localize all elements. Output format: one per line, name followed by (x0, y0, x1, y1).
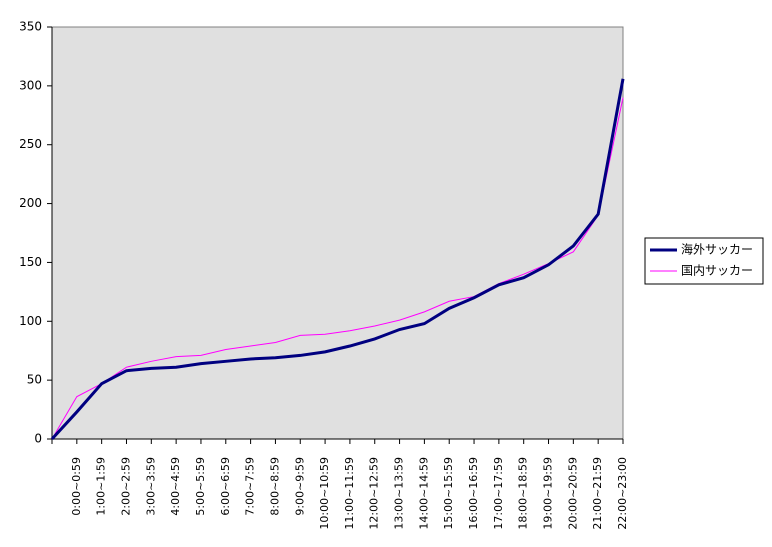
x-tick-label: 10:00~10:59 (318, 457, 331, 530)
x-tick-label: 16:00~16:59 (467, 457, 480, 530)
x-tick-label: 13:00~13:59 (393, 457, 406, 530)
x-tick-label: 12:00~12:59 (368, 457, 381, 530)
y-tick-label: 50 (27, 373, 42, 387)
x-tick-label: 8:00~8:59 (268, 457, 281, 516)
x-tick-label: 14:00~14:59 (417, 457, 430, 530)
x-tick-label: 20:00~20:59 (566, 457, 579, 530)
x-tick-label: 5:00~5:59 (194, 457, 207, 516)
y-tick-label: 0 (34, 432, 42, 446)
x-tick-label: 19:00~19:59 (542, 457, 555, 530)
x-tick-label: 2:00~2:59 (119, 457, 132, 516)
y-tick-label: 350 (19, 20, 42, 34)
y-tick-label: 200 (19, 196, 42, 210)
x-tick-label: 4:00~4:59 (169, 457, 182, 516)
x-tick-label: 18:00~18:59 (517, 457, 530, 530)
series-line (51, 97, 624, 440)
x-tick-label: 3:00~3:59 (144, 457, 157, 516)
x-tick-label: 21:00~21:59 (591, 457, 604, 530)
legend-label: 海外サッカー (681, 242, 753, 257)
x-tick-label: 22:00~23:00 (616, 457, 629, 530)
x-tick-label: 9:00~9:59 (293, 457, 306, 516)
series-line (50, 78, 625, 441)
y-tick-label: 100 (19, 314, 42, 328)
x-tick-label: 1:00~1:59 (95, 457, 108, 516)
x-tick-label: 6:00~6:59 (219, 457, 232, 516)
x-tick-label: 11:00~11:59 (343, 457, 356, 530)
x-tick-label: 15:00~15:59 (442, 457, 455, 530)
legend-box (644, 237, 764, 285)
y-tick-label: 250 (19, 137, 42, 151)
plot-area (51, 26, 624, 440)
x-tick-label: 0:00~0:59 (70, 457, 83, 516)
y-tick-label: 150 (19, 255, 42, 269)
x-tick-label: 17:00~17:59 (492, 457, 505, 530)
legend-label: 国内サッカー (681, 264, 753, 278)
y-tick-label: 300 (19, 78, 42, 92)
x-tick-label: 7:00~7:59 (244, 457, 257, 516)
